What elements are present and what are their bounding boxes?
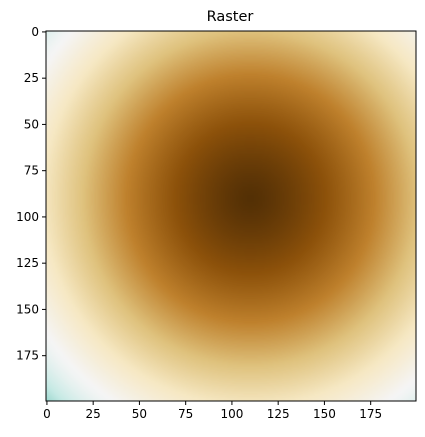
x-tick-label: 0 bbox=[43, 407, 51, 421]
x-tick-label: 125 bbox=[267, 407, 290, 421]
y-tick-label: 25 bbox=[24, 71, 39, 85]
x-tick-label: 150 bbox=[313, 407, 336, 421]
x-tick-label: 100 bbox=[220, 407, 243, 421]
raster-image bbox=[46, 31, 416, 401]
y-tick-label: 150 bbox=[16, 302, 39, 316]
y-axis: 0 25 50 75 100 125 150 175 bbox=[16, 25, 46, 363]
y-tick-label: 100 bbox=[16, 210, 39, 224]
plot-frame bbox=[45, 30, 417, 402]
x-tick-label: 25 bbox=[86, 407, 101, 421]
y-tick-label: 50 bbox=[24, 117, 39, 131]
y-tick-label: 75 bbox=[24, 164, 39, 178]
x-tick-label: 175 bbox=[359, 407, 382, 421]
x-axis: 0 25 50 75 100 125 150 175 bbox=[43, 401, 382, 421]
y-tick-label: 125 bbox=[16, 256, 39, 270]
x-tick-label: 75 bbox=[178, 407, 193, 421]
x-tick-label: 50 bbox=[132, 407, 147, 421]
chart-title: Raster bbox=[207, 9, 254, 25]
y-tick-label: 0 bbox=[31, 25, 39, 39]
y-tick-label: 175 bbox=[16, 349, 39, 363]
